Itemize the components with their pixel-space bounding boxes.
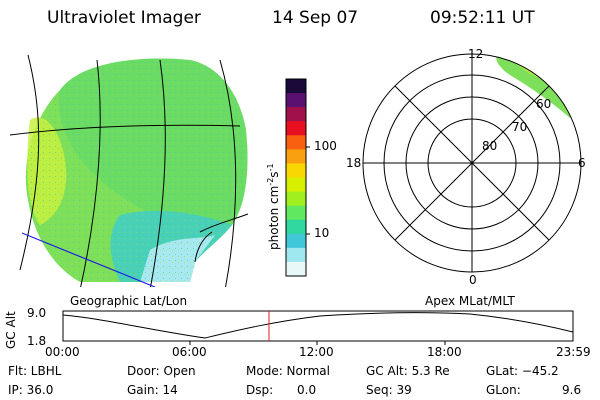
timeline-x-tick: 00:00: [45, 345, 80, 359]
mlt-label-18: 18: [346, 156, 362, 170]
colorbar-swatch: [286, 107, 306, 122]
date-label: 14 Sep 07: [272, 8, 359, 28]
colorbar-tick-100: 100: [314, 139, 337, 153]
orbit-track-line: [21, 232, 156, 287]
colorbar-swatch: [286, 205, 306, 221]
gain-status: Gain: 14: [127, 383, 178, 397]
colorbar-swatch: [286, 79, 306, 94]
colorbar-swatch: [286, 121, 306, 136]
altitude-curve: [62, 312, 574, 339]
time-label: 09:52:11 UT: [430, 8, 535, 28]
colorbar: [285, 78, 310, 277]
glon-value: 9.6: [562, 383, 582, 397]
timeline-y-label: GC Alt: [4, 311, 18, 349]
timeline-x-tick: 12:00: [299, 345, 334, 359]
colorbar-swatch: [286, 219, 306, 235]
timeline-x-tick: 06:00: [172, 345, 207, 359]
ip-status: IP: 36.0: [8, 383, 54, 397]
colorbar-swatch: [286, 177, 306, 193]
mode-status: Mode: Normal: [246, 364, 330, 378]
timeline-y-tick-low: 1.8: [27, 334, 47, 348]
instrument-title: Ultraviolet Imager: [47, 8, 201, 28]
mlt-label-0: 0: [469, 273, 477, 287]
colorbar-swatch: [286, 135, 306, 150]
geographic-label: Geographic Lat/Lon: [70, 294, 188, 308]
geo-grid-lines: [9, 54, 249, 287]
glat-status: GLat: −45.2: [486, 364, 559, 378]
geographic-image: [9, 54, 249, 287]
colorbar-tick-10: 10: [314, 226, 330, 240]
dsp-value: 0.0: [297, 383, 317, 397]
glon-label: GLon:: [486, 383, 521, 397]
colorbar-swatch: [286, 233, 306, 249]
filter-status: Flt: LBHL: [8, 364, 62, 378]
colorbar-swatch: [286, 149, 306, 165]
polar-plot: [362, 53, 582, 273]
timeline-frame: [62, 310, 574, 342]
mlt-label-12: 12: [468, 47, 484, 61]
seq-status: Seq: 39: [366, 383, 412, 397]
apex-label: Apex MLat/MLT: [425, 294, 515, 308]
timeline-plot: [62, 310, 574, 345]
dsp-label: Dsp:: [246, 383, 274, 397]
colorbar-swatch: [286, 93, 306, 108]
polar-diagonal-2: [394, 85, 550, 241]
mlat-label-70: 70: [512, 120, 528, 134]
door-status: Door: Open: [127, 364, 196, 378]
timeline-x-tick: 23:59: [556, 345, 591, 359]
colorbar-swatch: [286, 163, 306, 179]
timeline-x-tick: 18:00: [427, 345, 462, 359]
colorbar-swatch: [286, 191, 306, 207]
colorbar-swatch: [286, 261, 306, 277]
mlat-label-80: 80: [482, 139, 498, 153]
gc-alt-status: GC Alt: 5.3 Re: [366, 364, 450, 378]
colorbar-swatch: [286, 247, 306, 263]
mlat-label-60: 60: [536, 97, 552, 111]
timeline-y-tick-high: 9.0: [27, 306, 47, 320]
mlt-label-6: 6: [578, 156, 586, 170]
colorbar-unit-label: photon cm-2s-1: [266, 163, 281, 250]
